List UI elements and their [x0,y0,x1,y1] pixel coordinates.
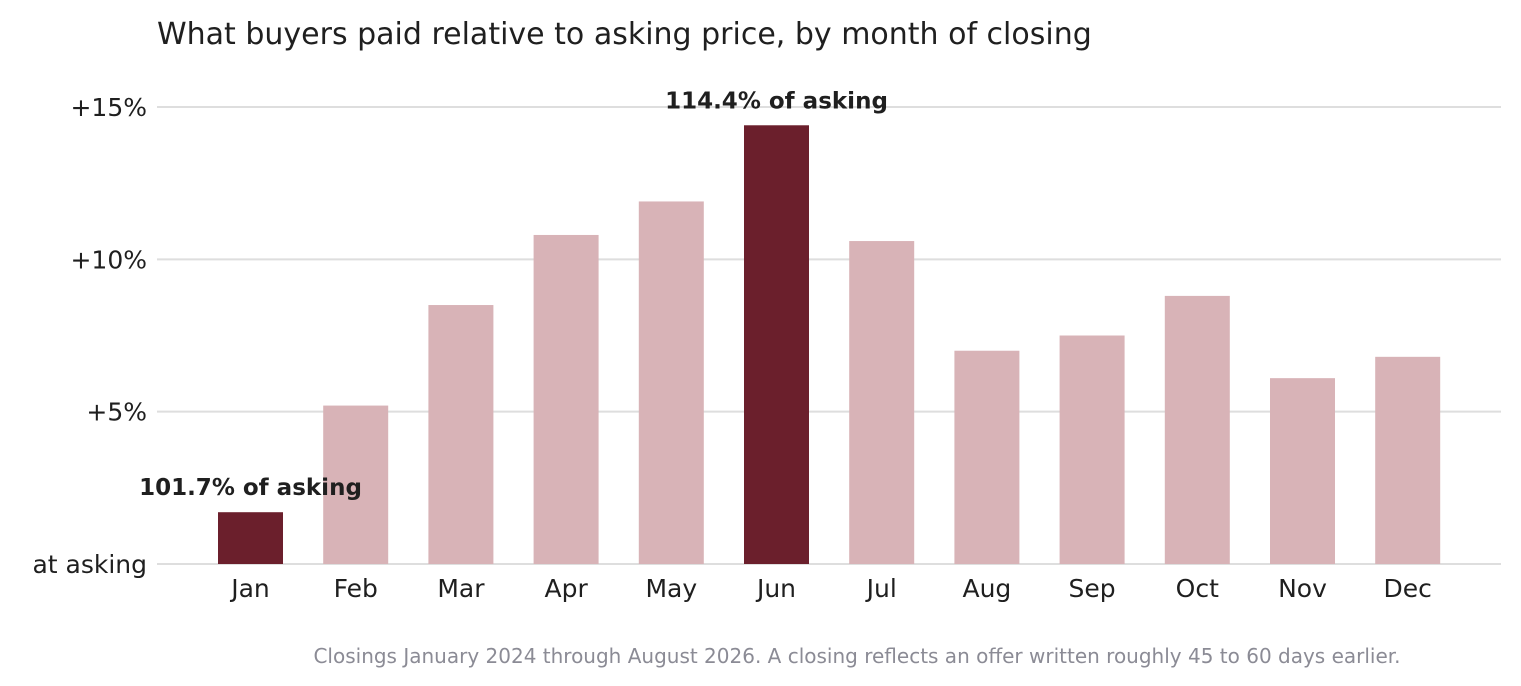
x-tick-label-sep: Sep [1069,574,1116,603]
annotation-jun: 114.4% of asking [665,88,888,114]
x-tick-label-feb: Feb [334,574,378,603]
bar-oct [1164,295,1230,564]
x-tick-label-mar: Mar [437,574,485,603]
bar-dec [1375,356,1441,564]
bar-may [638,201,704,565]
x-tick-label-jun: Jun [755,574,796,603]
x-tick-label-dec: Dec [1384,574,1432,603]
bar-layer [218,125,1441,565]
annotation-jan: 101.7% of asking [139,475,362,501]
bar-jul [849,241,915,564]
bar-mar [428,305,494,564]
y-axis-ticks: at asking +5% +10% +15% [32,93,147,579]
bar-nov [1270,378,1335,564]
chart-footnote: Closings January 2024 through August 202… [313,644,1400,668]
x-tick-label-jan: Jan [229,574,270,603]
x-axis-ticks: Jan Feb Mar Apr May Jun Jul Aug Sep Oct Nov Dec [229,574,1432,603]
x-tick-label-oct: Oct [1176,574,1219,603]
y-tick-label-0: at asking [32,550,147,579]
y-tick-label-3: +15% [70,93,147,122]
bar-aug [954,350,1020,564]
x-tick-label-may: May [645,574,697,603]
bar-jun [744,125,809,564]
bar-sep [1059,335,1125,564]
x-tick-label-apr: Apr [544,574,588,603]
chart-title: What buyers paid relative to asking pric… [157,17,1092,52]
x-tick-label-jul: Jul [865,574,897,603]
annotation-layer: 101.7% of asking 114.4% of asking [139,88,888,501]
bar-feb [323,405,389,564]
bar-jan [218,512,283,564]
x-tick-label-nov: Nov [1278,574,1327,603]
x-tick-label-aug: Aug [962,574,1011,603]
bar-apr [533,234,599,564]
y-tick-label-1: +5% [86,398,147,427]
y-tick-label-2: +10% [70,245,147,274]
